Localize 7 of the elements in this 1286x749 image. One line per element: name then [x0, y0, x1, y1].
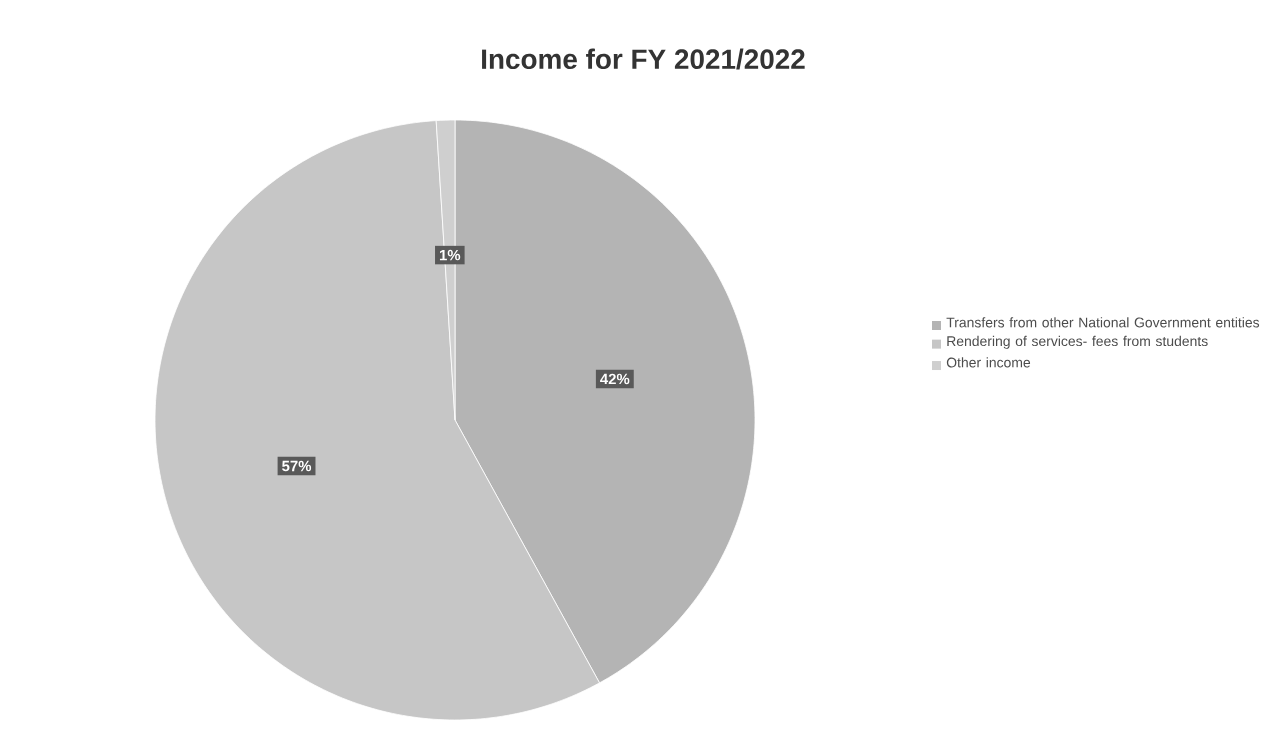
legend-label: Rendering of services- fees from students [947, 335, 1208, 349]
legend-label: Other income [946, 357, 1031, 368]
legend-label: Transfers from other National Government entities [946, 317, 1260, 328]
data-label: 42% [600, 373, 630, 385]
data-label: 57% [282, 460, 312, 472]
data-label: 1% [439, 249, 461, 261]
chart-title: Income for FY 2021/2022 [482, 48, 805, 70]
